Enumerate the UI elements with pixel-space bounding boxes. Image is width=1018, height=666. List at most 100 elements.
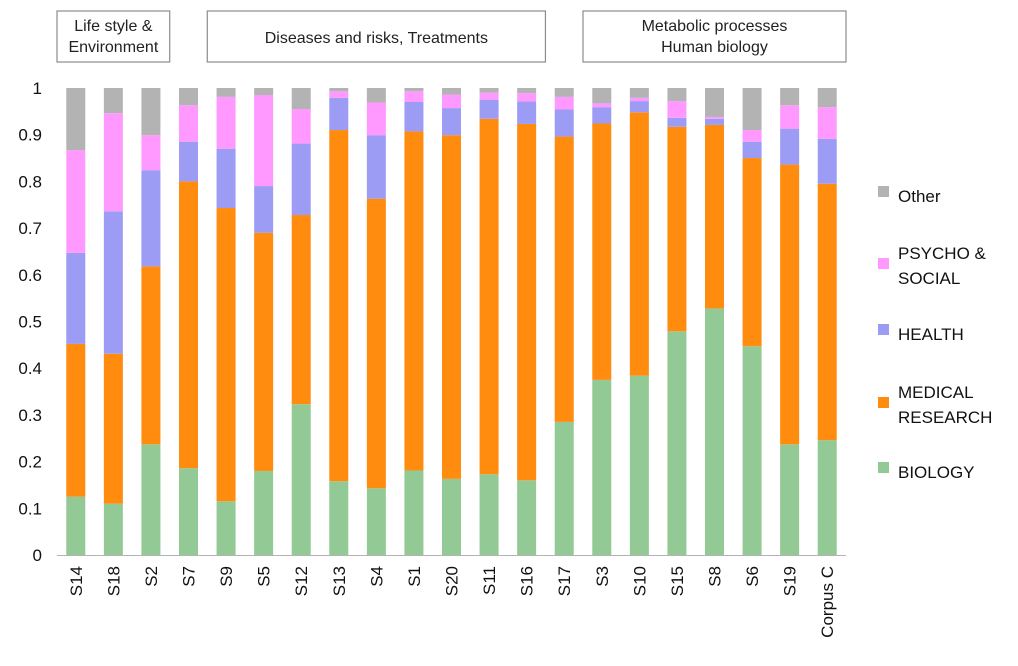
bar-segment: [404, 131, 424, 471]
bar-segment: [141, 266, 161, 445]
x-tick-label: S17: [555, 566, 574, 596]
bar-segment: [442, 135, 461, 479]
bar-segment: [705, 116, 724, 119]
bar-segment: [404, 88, 424, 92]
bars: [66, 88, 837, 555]
bar-segment: [254, 232, 274, 471]
bar-segment: [254, 88, 274, 96]
group-header-label: Metabolic processes: [642, 18, 788, 35]
bar-segment: [103, 88, 123, 114]
bar-segment: [216, 208, 236, 502]
y-axis-ticks: 0 0.1 0.2 0.3 0.4 0.5 0.6 0.7 0.8 0.9 1: [18, 79, 42, 565]
bar-segment: [179, 88, 198, 106]
legend-label: HEALTH: [898, 325, 964, 344]
bar-segment: [592, 103, 612, 108]
bar-segment: [66, 252, 86, 344]
x-tick-label: Corpus C: [818, 566, 837, 638]
bar-segment: [705, 118, 724, 125]
bar-segment: [291, 215, 311, 405]
bar-segment: [442, 478, 461, 555]
bar-segment: [742, 141, 762, 159]
bar-segment: [404, 91, 424, 103]
bar-segment: [103, 113, 123, 212]
bar-segment: [554, 96, 574, 110]
legend-swatch: [878, 186, 889, 197]
y-tick-label: 0.1: [18, 499, 42, 518]
bar-segment: [366, 488, 386, 555]
bar-segment: [254, 95, 274, 187]
bar-segment: [291, 143, 311, 216]
y-tick-label: 0.2: [18, 453, 42, 472]
x-tick-label: S15: [668, 566, 687, 596]
bar-segment: [404, 102, 424, 132]
bar-segment: [667, 101, 687, 118]
bar-segment: [629, 97, 649, 102]
bar-segment: [329, 88, 349, 92]
x-tick-label: S3: [593, 566, 612, 587]
bar-segment: [329, 130, 349, 482]
bar-segment: [629, 88, 649, 98]
x-tick-label: S14: [67, 566, 86, 596]
x-tick-label: S18: [104, 566, 123, 596]
bar-segment: [629, 375, 649, 555]
bar-segment: [66, 88, 86, 151]
bar-segment: [329, 97, 349, 131]
bar-segment: [817, 183, 837, 441]
bar-segment: [141, 88, 161, 136]
bar-segment: [554, 421, 574, 555]
bar-segment: [179, 105, 198, 142]
x-tick-label: S13: [330, 566, 349, 596]
legend-swatch: [878, 397, 889, 408]
y-tick-label: 0.5: [18, 313, 42, 332]
bar-segment: [103, 503, 123, 555]
bar-segment: [629, 101, 649, 113]
bar-segment: [667, 117, 687, 127]
bar-segment: [366, 102, 386, 136]
legend-label: Other: [898, 187, 941, 206]
bar-segment: [667, 331, 687, 555]
bar-segment: [817, 88, 837, 108]
bar-segment: [479, 118, 499, 475]
bar-segment: [103, 353, 123, 504]
group-header-label: Diseases and risks, Treatments: [265, 30, 488, 47]
bar-segment: [780, 128, 800, 165]
bar-segment: [479, 99, 499, 119]
bar-segment: [705, 308, 724, 555]
bar-segment: [780, 164, 800, 445]
bar-segment: [291, 404, 311, 555]
bar-segment: [479, 92, 499, 100]
x-tick-label: S5: [255, 566, 274, 587]
bar-segment: [780, 444, 800, 555]
bar-segment: [291, 88, 311, 110]
bar-segment: [780, 105, 800, 129]
bar-segment: [667, 126, 687, 332]
x-tick-label: S1: [405, 566, 424, 587]
bar-segment: [592, 88, 612, 104]
x-tick-label: S8: [706, 566, 725, 587]
y-tick-label: 0.9: [18, 126, 42, 145]
bar-segment: [554, 88, 574, 97]
bar-segment: [66, 150, 86, 253]
bar-segment: [817, 138, 837, 184]
bar-segment: [329, 91, 349, 98]
bar-segment: [442, 108, 461, 136]
bar-segment: [592, 379, 612, 555]
x-tick-label: S7: [180, 566, 199, 587]
group-header-label: Life style &: [74, 18, 153, 35]
bar-segment: [216, 88, 236, 97]
bar-segment: [817, 107, 837, 139]
legend-label: SOCIAL: [898, 269, 960, 288]
bar-segment: [66, 343, 86, 497]
bar-segment: [817, 440, 837, 555]
x-tick-label: S10: [630, 566, 649, 596]
bar-segment: [705, 88, 724, 117]
bar-segment: [66, 496, 86, 555]
bar-segment: [517, 480, 537, 555]
group-headers: Life style & Environment Diseases and risk…: [56, 10, 847, 63]
y-tick-label: 0.8: [18, 172, 42, 191]
bar-segment: [216, 148, 236, 209]
bar-segment: [554, 109, 574, 137]
group-header-box: [206, 10, 547, 63]
bar-segment: [479, 474, 499, 555]
legend-swatch: [878, 462, 889, 473]
